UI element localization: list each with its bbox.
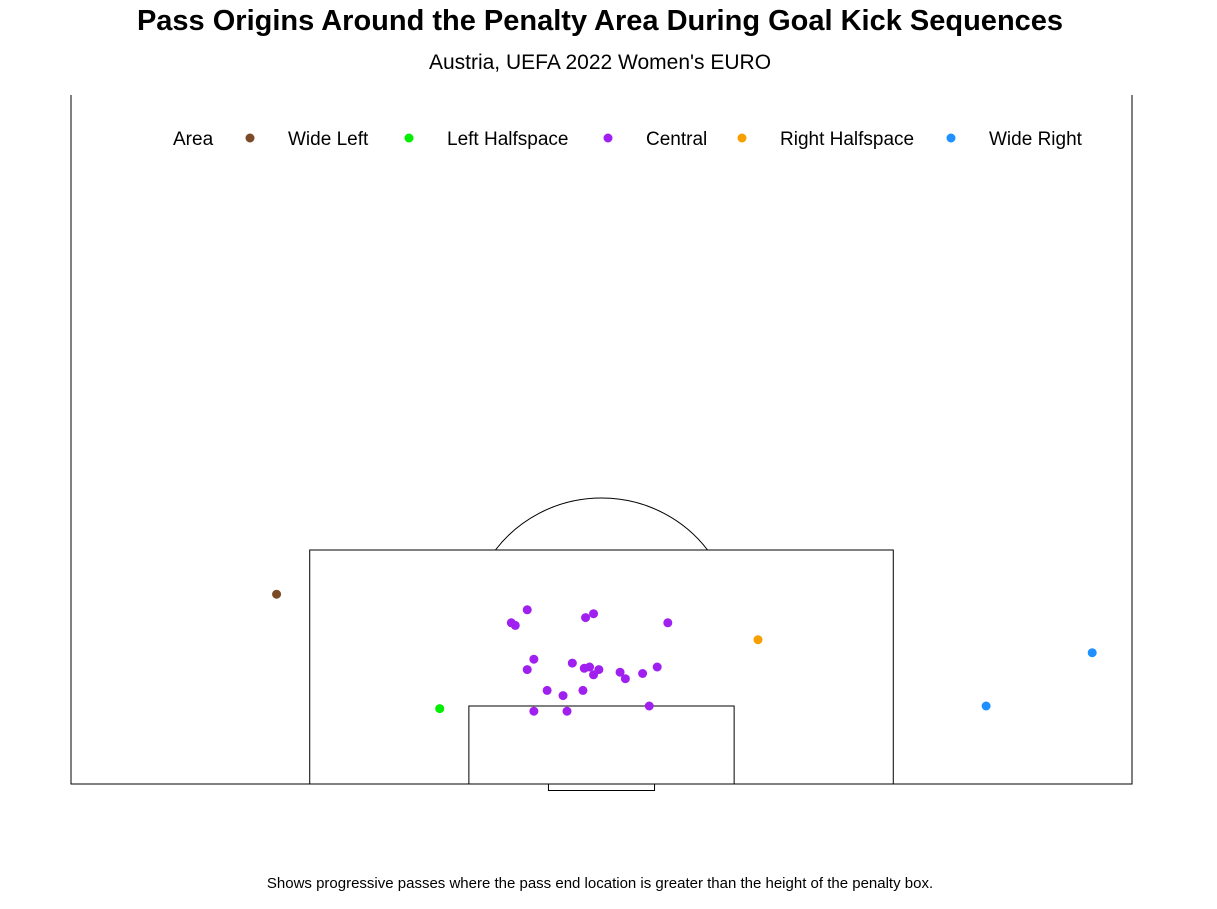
legend-key-wide-right xyxy=(946,133,956,143)
point-central xyxy=(529,706,539,716)
legend: Area Wide Left Left Halfspace Central Right… xyxy=(173,129,1083,150)
point-central xyxy=(522,605,532,615)
legend-label-right-halfspace: Right Halfspace xyxy=(780,129,914,150)
point-central xyxy=(652,662,662,672)
chart-caption: Shows progressive passes where the pass … xyxy=(266,875,934,892)
pass-origin-points xyxy=(272,589,1097,716)
legend-label-wide-left: Wide Left xyxy=(288,129,369,150)
legend-key-wide-left xyxy=(245,133,255,143)
point-central xyxy=(581,613,591,623)
point-central xyxy=(567,658,577,668)
point-wide-left xyxy=(272,589,282,599)
goal xyxy=(547,783,656,791)
point-central xyxy=(644,701,654,711)
six-yard-box xyxy=(468,705,735,785)
point-central xyxy=(529,654,539,664)
chart-title: Pass Origins Around the Penalty Area Dur… xyxy=(136,5,1064,37)
point-central xyxy=(522,665,532,675)
point-central xyxy=(542,685,552,695)
legend-key-central xyxy=(603,133,613,143)
point-central xyxy=(620,674,630,684)
point-central xyxy=(510,620,520,630)
legend-key-left-halfspace xyxy=(404,133,414,143)
point-central xyxy=(585,662,595,672)
chart-subtitle: Austria, UEFA 2022 Women's EURO xyxy=(428,51,772,74)
point-wide-right xyxy=(981,701,991,711)
penalty-arc xyxy=(495,497,708,551)
legend-label-wide-right: Wide Right xyxy=(989,129,1083,150)
pitch-lines xyxy=(70,95,1133,791)
point-right-halfspace xyxy=(753,635,763,645)
point-central xyxy=(578,685,588,695)
legend-key-right-halfspace xyxy=(737,133,747,143)
legend-label-central: Central xyxy=(646,129,707,150)
point-central xyxy=(558,691,568,701)
point-central xyxy=(638,669,648,678)
point-central xyxy=(589,609,599,619)
point-central xyxy=(615,667,625,677)
point-central xyxy=(663,618,673,628)
point-central xyxy=(589,670,599,680)
point-wide-right xyxy=(1087,648,1097,658)
point-left-halfspace xyxy=(435,704,445,714)
legend-label-left-halfspace: Left Halfspace xyxy=(447,129,568,150)
point-central xyxy=(562,706,572,716)
pitch-boundary xyxy=(70,95,1133,785)
legend-title: Area xyxy=(173,129,214,150)
